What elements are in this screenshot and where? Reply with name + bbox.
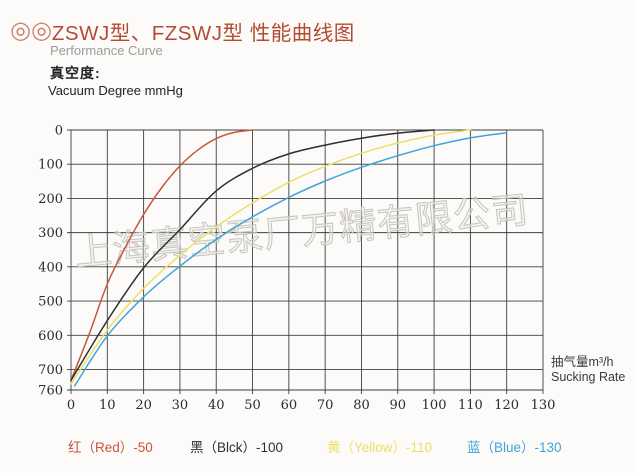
curve-yellow [70,129,472,385]
x-tick-label: 30 [172,398,189,413]
x-tick-label: 0 [67,398,75,413]
page-subtitle: Performance Curve [50,43,163,58]
x-tick-label: 100 [422,398,447,413]
y-axis-title-zh: 真空度: [50,65,101,81]
page-header: ◎ ◎ ZSWJ型、FZSWJ型 性能曲线图 [10,16,355,46]
watermark: 上海真空泵厂万精有限公司 [73,189,531,274]
x-tick-label: 130 [531,398,556,413]
curve-black [70,129,435,382]
x-tick-label: 90 [389,398,406,413]
x-tick-label: 110 [458,398,483,413]
legend-item-black: 黑（Blck）-100 [190,440,284,455]
x-tick-label: 40 [208,398,225,413]
y-tick-label: 500 [38,295,63,310]
y-tick-label: 700 [38,363,63,378]
y-tick-label: 100 [38,158,63,173]
y-tick-label: 0 [55,124,63,139]
curve-blue [73,131,508,387]
double-circle-icon: ◎ [30,17,52,44]
y-tick-label: 600 [38,329,63,344]
y-tick-label: 400 [38,260,63,275]
x-tick-label: 50 [244,398,261,413]
x-tick-label: 60 [281,398,298,413]
double-circle-icon: ◎ [10,17,31,44]
curves-layer [70,129,508,387]
x-axis-unit-zh: 抽气量m³/h [551,354,614,369]
y-tick-label: 760 [38,384,63,399]
x-tick-label: 70 [317,398,334,413]
tick-labels-layer: 0 10 20 30 40 50 60 70 80 90 100 110 120 130 0 100 200 30… [38,124,555,414]
x-tick-label: 80 [353,398,370,413]
y-axis-title-en: Vacuum Degree mmHg [48,83,183,98]
page-title: ZSWJ型、FZSWJ型 性能曲线图 [51,22,355,45]
x-tick-label: 10 [99,398,116,413]
x-tick-label: 120 [494,398,519,413]
y-tick-label: 300 [38,226,63,241]
x-tick-label: 20 [135,398,152,413]
chart-legend: 红（Red）-50 黑（Blck）-100 黄（Yellow）-110 蓝（Bl… [0,436,636,456]
curve-red [70,129,254,382]
x-axis-unit-en: Sucking Rate [551,370,625,384]
y-tick-label: 200 [38,192,63,207]
legend-item-red: 红（Red）-50 [68,440,153,455]
legend-item-blue: 蓝（Blue）-130 [467,440,562,455]
legend-item-yellow: 黄（Yellow）-110 [327,440,433,455]
grid-layer [67,129,544,394]
